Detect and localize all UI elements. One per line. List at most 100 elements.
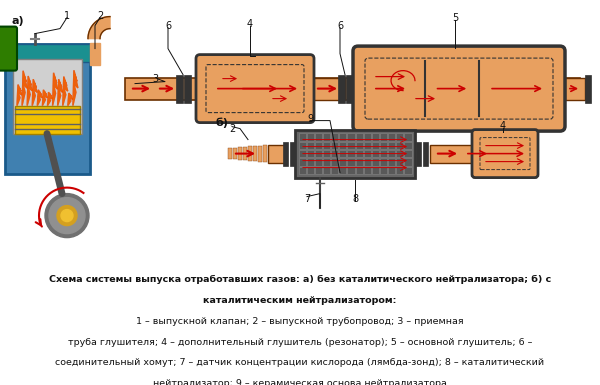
- FancyBboxPatch shape: [372, 167, 379, 174]
- FancyBboxPatch shape: [404, 167, 412, 174]
- FancyBboxPatch shape: [323, 158, 330, 166]
- FancyBboxPatch shape: [396, 158, 403, 166]
- FancyBboxPatch shape: [404, 150, 412, 157]
- FancyBboxPatch shape: [307, 142, 314, 149]
- FancyBboxPatch shape: [422, 142, 427, 166]
- FancyBboxPatch shape: [315, 133, 322, 141]
- FancyBboxPatch shape: [585, 75, 591, 102]
- FancyBboxPatch shape: [339, 167, 346, 174]
- FancyBboxPatch shape: [415, 142, 421, 166]
- FancyBboxPatch shape: [396, 133, 403, 141]
- FancyBboxPatch shape: [355, 133, 362, 141]
- Polygon shape: [73, 70, 78, 105]
- Polygon shape: [17, 85, 22, 105]
- Circle shape: [45, 194, 89, 238]
- FancyBboxPatch shape: [248, 146, 252, 161]
- FancyBboxPatch shape: [331, 167, 338, 174]
- Polygon shape: [88, 17, 110, 38]
- FancyBboxPatch shape: [472, 130, 538, 177]
- FancyBboxPatch shape: [243, 147, 247, 160]
- FancyBboxPatch shape: [315, 150, 322, 157]
- FancyBboxPatch shape: [307, 150, 314, 157]
- FancyBboxPatch shape: [176, 75, 182, 102]
- Polygon shape: [68, 93, 73, 105]
- FancyBboxPatch shape: [299, 150, 305, 157]
- Text: соединительный хомут; 7 – датчик концентрации кислорода (лямбда-зонд); 8 – катал: соединительный хомут; 7 – датчик концент…: [55, 358, 545, 367]
- FancyBboxPatch shape: [290, 142, 295, 166]
- FancyBboxPatch shape: [310, 78, 345, 100]
- FancyBboxPatch shape: [364, 133, 371, 141]
- FancyBboxPatch shape: [380, 142, 387, 149]
- FancyBboxPatch shape: [323, 167, 330, 174]
- Text: труба глушителя; 4 – дополнительный глушитель (резонатор); 5 – основной глушител: труба глушителя; 4 – дополнительный глуш…: [68, 338, 532, 346]
- FancyBboxPatch shape: [299, 167, 305, 174]
- FancyBboxPatch shape: [323, 133, 330, 141]
- Circle shape: [61, 209, 73, 222]
- Polygon shape: [47, 92, 53, 105]
- Text: 8: 8: [352, 194, 358, 204]
- FancyBboxPatch shape: [299, 158, 305, 166]
- Polygon shape: [53, 73, 58, 105]
- FancyBboxPatch shape: [299, 142, 305, 149]
- Text: 2: 2: [229, 124, 235, 134]
- Polygon shape: [58, 79, 62, 105]
- FancyBboxPatch shape: [331, 133, 338, 141]
- FancyBboxPatch shape: [347, 142, 355, 149]
- Text: 3: 3: [152, 74, 158, 84]
- FancyBboxPatch shape: [307, 158, 314, 166]
- FancyBboxPatch shape: [347, 167, 355, 174]
- FancyBboxPatch shape: [307, 167, 314, 174]
- Polygon shape: [22, 71, 27, 105]
- FancyBboxPatch shape: [565, 78, 585, 100]
- FancyBboxPatch shape: [339, 158, 346, 166]
- FancyBboxPatch shape: [355, 142, 362, 149]
- FancyBboxPatch shape: [337, 75, 344, 102]
- FancyBboxPatch shape: [364, 167, 371, 174]
- FancyBboxPatch shape: [228, 148, 232, 159]
- FancyBboxPatch shape: [258, 146, 262, 162]
- FancyBboxPatch shape: [339, 133, 346, 141]
- Text: 6: 6: [165, 21, 171, 30]
- Polygon shape: [27, 76, 32, 105]
- FancyBboxPatch shape: [372, 142, 379, 149]
- FancyBboxPatch shape: [339, 142, 346, 149]
- Circle shape: [57, 206, 77, 226]
- FancyBboxPatch shape: [388, 167, 395, 174]
- Polygon shape: [43, 90, 47, 105]
- Polygon shape: [90, 43, 100, 65]
- FancyBboxPatch shape: [331, 158, 338, 166]
- FancyBboxPatch shape: [396, 167, 403, 174]
- FancyBboxPatch shape: [315, 167, 322, 174]
- Polygon shape: [32, 79, 37, 105]
- Text: Схема системы выпуска отработавших газов: а) без каталитического нейтрализатора;: Схема системы выпуска отработавших газов…: [49, 275, 551, 285]
- FancyBboxPatch shape: [15, 105, 80, 134]
- FancyBboxPatch shape: [0, 27, 17, 70]
- Polygon shape: [53, 73, 58, 105]
- FancyBboxPatch shape: [347, 133, 355, 141]
- FancyBboxPatch shape: [315, 158, 322, 166]
- FancyBboxPatch shape: [355, 150, 362, 157]
- FancyBboxPatch shape: [323, 142, 330, 149]
- Text: а): а): [12, 16, 25, 25]
- FancyBboxPatch shape: [404, 133, 412, 141]
- FancyBboxPatch shape: [5, 44, 90, 174]
- FancyBboxPatch shape: [238, 147, 242, 160]
- Text: 9: 9: [307, 114, 313, 124]
- FancyBboxPatch shape: [380, 158, 387, 166]
- Text: 5: 5: [452, 13, 458, 23]
- FancyBboxPatch shape: [323, 150, 330, 157]
- FancyBboxPatch shape: [364, 150, 371, 157]
- FancyBboxPatch shape: [355, 167, 362, 174]
- FancyBboxPatch shape: [388, 133, 395, 141]
- Polygon shape: [22, 71, 27, 105]
- FancyBboxPatch shape: [396, 142, 403, 149]
- FancyBboxPatch shape: [13, 59, 82, 134]
- Polygon shape: [73, 70, 78, 105]
- Polygon shape: [37, 90, 43, 105]
- Text: 7: 7: [304, 194, 310, 204]
- FancyBboxPatch shape: [307, 133, 314, 141]
- FancyBboxPatch shape: [372, 158, 379, 166]
- FancyBboxPatch shape: [380, 150, 387, 157]
- FancyBboxPatch shape: [283, 142, 287, 166]
- Text: 1: 1: [64, 11, 70, 21]
